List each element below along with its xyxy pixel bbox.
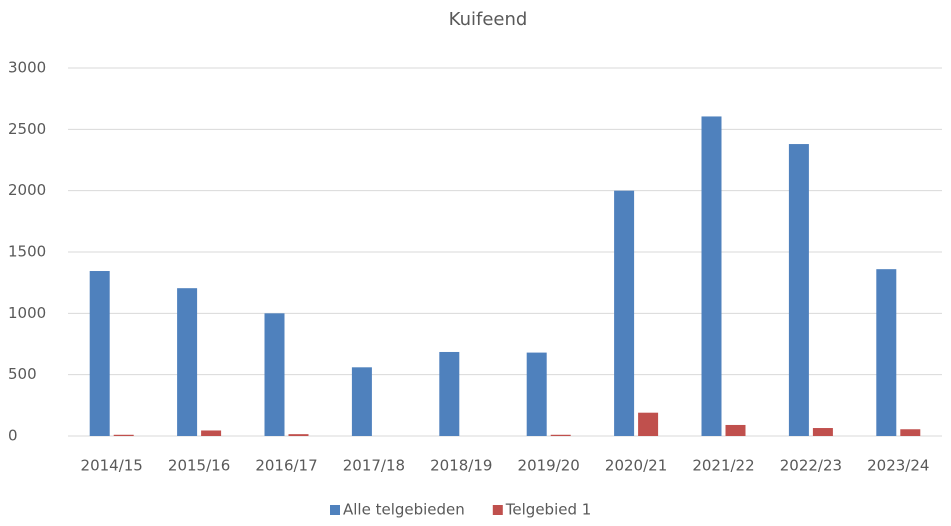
x-tick-label: 2019/20 [518,457,580,475]
bar [812,428,833,436]
y-tick-label: 500 [8,365,37,383]
bar [177,288,198,436]
y-tick-label: 1000 [8,304,46,322]
chart-title: Kuifeend [449,9,528,30]
x-tick-label: 2017/18 [343,457,405,475]
bar [638,412,659,436]
y-tick-label: 0 [8,427,18,445]
legend-label: Telgebied 1 [505,501,592,519]
legend-swatch [492,505,503,515]
y-tick-label: 1500 [8,243,46,261]
x-tick-label: 2016/17 [255,457,317,475]
x-tick-label: 2015/16 [168,457,230,475]
legend-swatch [330,505,340,515]
bar [439,351,460,436]
bar [526,352,547,436]
bar [288,434,309,436]
bar [900,429,921,436]
y-tick-label: 3000 [8,59,46,77]
x-tick-label: 2018/19 [430,457,492,475]
bar [550,434,571,436]
bar [264,313,285,436]
bar [701,116,722,436]
x-tick-label: 2021/22 [692,457,754,475]
bar [614,190,635,436]
bar [201,430,222,436]
bar [89,271,110,436]
x-tick-label: 2020/21 [605,457,667,475]
y-tick-label: 2500 [8,120,46,138]
bar [725,424,746,436]
bar [113,434,134,436]
x-tick-label: 2023/24 [867,457,929,475]
bar [788,144,809,436]
bar [351,367,372,436]
bar [876,269,897,436]
legend-label: Alle telgebieden [343,501,465,519]
x-tick-label: 2014/15 [81,457,143,475]
x-tick-label: 2022/23 [780,457,842,475]
y-tick-label: 2000 [8,181,46,199]
